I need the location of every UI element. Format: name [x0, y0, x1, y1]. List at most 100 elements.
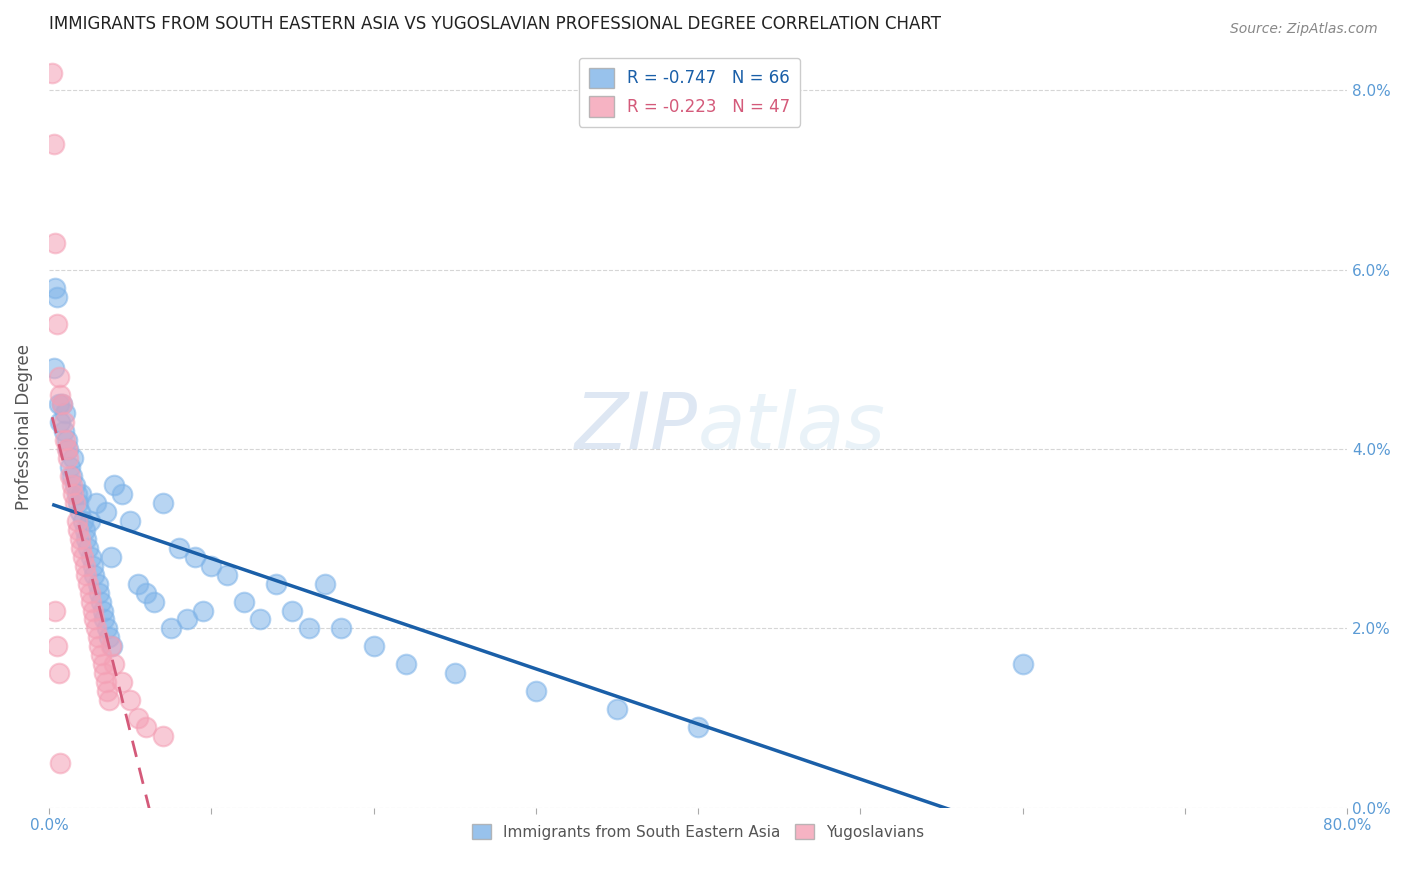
Y-axis label: Professional Degree: Professional Degree	[15, 343, 32, 509]
Point	[72, 549, 94, 564]
Point	[46, 290, 69, 304]
Point	[127, 711, 149, 725]
Point	[69, 532, 91, 546]
Point	[101, 640, 124, 654]
Point	[103, 478, 125, 492]
Point	[200, 558, 222, 573]
Point	[184, 549, 207, 564]
Point	[48, 666, 70, 681]
Point	[86, 631, 108, 645]
Point	[53, 406, 76, 420]
Point	[96, 684, 118, 698]
Point	[42, 361, 65, 376]
Point	[69, 505, 91, 519]
Point	[79, 514, 101, 528]
Point	[524, 684, 547, 698]
Point	[103, 657, 125, 672]
Point	[84, 496, 107, 510]
Point	[135, 720, 157, 734]
Point	[688, 720, 710, 734]
Point	[59, 469, 82, 483]
Point	[63, 496, 86, 510]
Point	[249, 612, 271, 626]
Point	[75, 567, 97, 582]
Point	[41, 65, 63, 79]
Point	[58, 442, 80, 456]
Point	[90, 594, 112, 608]
Point	[94, 675, 117, 690]
Legend: Immigrants from South Eastern Asia, Yugoslavians: Immigrants from South Eastern Asia, Yugo…	[465, 818, 931, 846]
Text: IMMIGRANTS FROM SOUTH EASTERN ASIA VS YUGOSLAVIAN PROFESSIONAL DEGREE CORRELATIO: IMMIGRANTS FROM SOUTH EASTERN ASIA VS YU…	[49, 15, 941, 33]
Point	[60, 478, 83, 492]
Text: ZIP: ZIP	[575, 389, 699, 465]
Point	[72, 514, 94, 528]
Point	[79, 585, 101, 599]
Point	[70, 487, 93, 501]
Point	[67, 523, 90, 537]
Point	[73, 558, 96, 573]
Point	[232, 594, 254, 608]
Point	[1011, 657, 1033, 672]
Point	[48, 397, 70, 411]
Point	[93, 612, 115, 626]
Point	[51, 397, 73, 411]
Point	[89, 640, 111, 654]
Point	[53, 433, 76, 447]
Text: Source: ZipAtlas.com: Source: ZipAtlas.com	[1230, 22, 1378, 37]
Point	[217, 567, 239, 582]
Point	[94, 505, 117, 519]
Point	[44, 603, 66, 617]
Point	[56, 433, 79, 447]
Point	[51, 397, 73, 411]
Point	[298, 622, 321, 636]
Point	[42, 137, 65, 152]
Point	[143, 594, 166, 608]
Point	[443, 666, 465, 681]
Point	[111, 675, 134, 690]
Point	[98, 631, 121, 645]
Point	[44, 281, 66, 295]
Point	[44, 235, 66, 250]
Point	[63, 478, 86, 492]
Point	[135, 585, 157, 599]
Point	[49, 388, 72, 402]
Point	[80, 549, 103, 564]
Point	[176, 612, 198, 626]
Point	[62, 451, 84, 466]
Point	[83, 567, 105, 582]
Point	[73, 523, 96, 537]
Point	[56, 442, 79, 456]
Point	[52, 424, 75, 438]
Point	[191, 603, 214, 617]
Point	[159, 622, 181, 636]
Point	[606, 702, 628, 716]
Point	[152, 496, 174, 510]
Point	[127, 576, 149, 591]
Point	[100, 549, 122, 564]
Point	[59, 460, 82, 475]
Point	[100, 640, 122, 654]
Point	[90, 648, 112, 663]
Point	[152, 729, 174, 743]
Point	[82, 603, 104, 617]
Point	[48, 370, 70, 384]
Point	[60, 469, 83, 483]
Point	[363, 640, 385, 654]
Point	[281, 603, 304, 617]
Point	[120, 693, 142, 707]
Point	[395, 657, 418, 672]
Point	[77, 541, 100, 555]
Point	[330, 622, 353, 636]
Point	[84, 622, 107, 636]
Point	[167, 541, 190, 555]
Text: atlas: atlas	[699, 389, 886, 465]
Point	[83, 612, 105, 626]
Point	[93, 666, 115, 681]
Point	[91, 603, 114, 617]
Point	[49, 415, 72, 429]
Point	[46, 640, 69, 654]
Point	[67, 496, 90, 510]
Point	[89, 585, 111, 599]
Point	[52, 415, 75, 429]
Point	[75, 532, 97, 546]
